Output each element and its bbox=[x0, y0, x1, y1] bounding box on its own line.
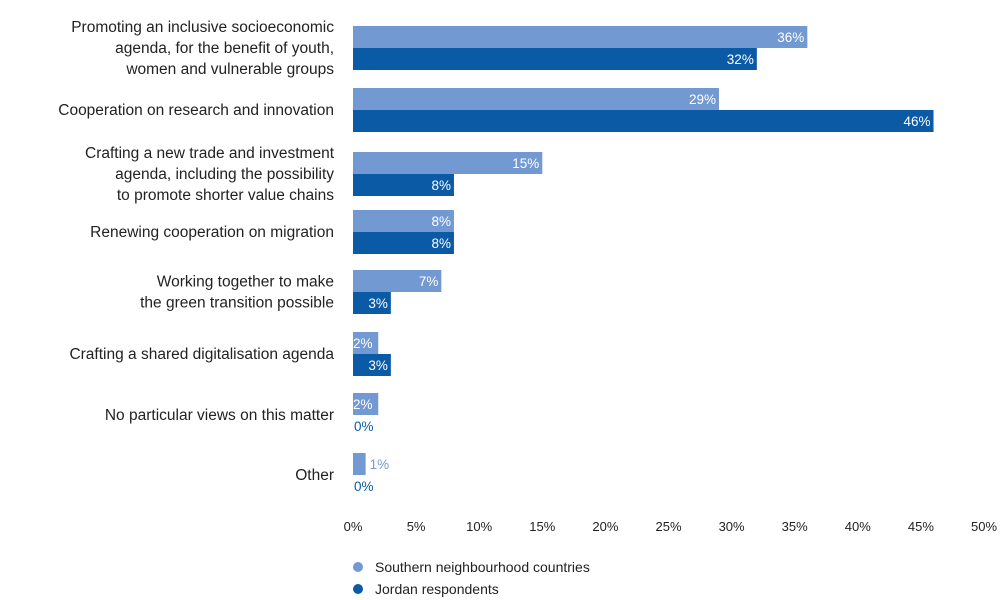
bar-value-label: 8% bbox=[431, 236, 451, 251]
bar-southern bbox=[353, 332, 379, 354]
x-tick-label: 40% bbox=[845, 519, 871, 534]
bar-value-label: 46% bbox=[903, 114, 930, 129]
bar-southern bbox=[353, 393, 379, 415]
bar-value-label: 32% bbox=[727, 52, 754, 67]
bar-value-label: 8% bbox=[431, 214, 451, 229]
bar-jordan bbox=[353, 232, 454, 254]
bar-value-label: 3% bbox=[368, 296, 388, 311]
category-label: No particular views on this matter bbox=[105, 407, 334, 424]
x-tick-label: 25% bbox=[655, 519, 681, 534]
category-label: Crafting a shared digitalisation agenda bbox=[69, 346, 334, 363]
x-tick-label: 35% bbox=[782, 519, 808, 534]
bar-southern bbox=[353, 453, 366, 475]
bar-value-label: 8% bbox=[431, 178, 451, 193]
bar-value-label: 7% bbox=[419, 274, 439, 289]
bar-value-label: 0% bbox=[354, 479, 374, 494]
legend: Southern neighbourhood countries Jordan … bbox=[353, 556, 590, 600]
x-tick-label: 5% bbox=[407, 519, 426, 534]
x-tick-label: 20% bbox=[592, 519, 618, 534]
x-tick-label: 10% bbox=[466, 519, 492, 534]
legend-item-southern: Southern neighbourhood countries bbox=[353, 556, 590, 578]
bar-jordan bbox=[353, 110, 934, 132]
category-label: the green transition possible bbox=[140, 295, 334, 312]
bar-value-label: 1% bbox=[370, 457, 390, 472]
bar-southern bbox=[353, 270, 442, 292]
category-label: agenda, including the possibility bbox=[115, 166, 334, 183]
category-label: Cooperation on research and innovation bbox=[58, 102, 334, 119]
category-label: Working together to make bbox=[157, 274, 334, 291]
bar-value-label: 29% bbox=[689, 92, 716, 107]
x-tick-label: 30% bbox=[719, 519, 745, 534]
x-tick-label: 0% bbox=[344, 519, 363, 534]
legend-marker-southern bbox=[353, 562, 363, 572]
legend-item-jordan: Jordan respondents bbox=[353, 578, 590, 600]
bar-jordan bbox=[353, 354, 391, 376]
bar-value-label: 2% bbox=[353, 397, 373, 412]
category-label: Promoting an inclusive socioeconomic bbox=[71, 19, 334, 36]
bar-value-label: 2% bbox=[353, 336, 373, 351]
x-tick-label: 45% bbox=[908, 519, 934, 534]
category-label: Crafting a new trade and investment bbox=[85, 145, 335, 162]
category-label: Other bbox=[295, 467, 334, 484]
x-tick-label: 50% bbox=[971, 519, 997, 534]
legend-label-jordan: Jordan respondents bbox=[375, 581, 499, 597]
bar-value-label: 15% bbox=[512, 156, 539, 171]
bar-jordan bbox=[353, 48, 757, 70]
bar-value-label: 36% bbox=[777, 30, 804, 45]
category-label: Renewing cooperation on migration bbox=[90, 224, 334, 241]
category-label: to promote shorter value chains bbox=[117, 187, 334, 204]
category-label: women and vulnerable groups bbox=[125, 61, 334, 78]
category-label: agenda, for the benefit of youth, bbox=[115, 40, 334, 57]
bar-southern bbox=[353, 152, 543, 174]
bar-southern bbox=[353, 26, 808, 48]
legend-marker-jordan bbox=[353, 584, 363, 594]
x-tick-label: 15% bbox=[529, 519, 555, 534]
bar-value-label: 0% bbox=[354, 419, 374, 434]
bar-southern bbox=[353, 210, 454, 232]
bar-jordan bbox=[353, 292, 391, 314]
bar-southern bbox=[353, 88, 719, 110]
legend-label-southern: Southern neighbourhood countries bbox=[375, 559, 590, 575]
bar-value-label: 3% bbox=[368, 358, 388, 373]
bar-jordan bbox=[353, 174, 454, 196]
